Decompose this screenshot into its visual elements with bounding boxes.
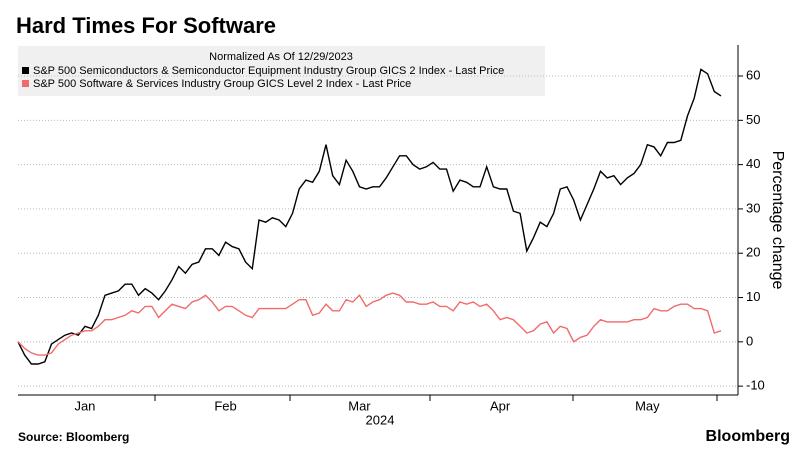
y-tick-label: 10 [746, 289, 760, 304]
y-tick-label: 60 [746, 67, 760, 82]
y-axis-label: Percentage change [769, 151, 786, 290]
x-axis-label: 2024 [366, 412, 395, 427]
y-tick-label: -10 [746, 378, 765, 393]
y-tick-label: 0 [746, 333, 753, 348]
brand: Bloomberg [706, 428, 790, 445]
line-series [17, 292, 722, 356]
y-tick-label: 30 [746, 200, 760, 215]
chart-title: Hard Times For Software [16, 13, 276, 38]
legend-entry: S&P 500 Semiconductors & Semiconductor E… [33, 65, 504, 77]
x-tick-label: Apr [490, 398, 511, 413]
y-tick-label: 20 [746, 245, 760, 260]
x-tick-label: Feb [214, 398, 236, 413]
x-tick-label: May [635, 398, 660, 413]
x-tick-label: Jan [74, 398, 95, 413]
y-tick-label: 50 [746, 112, 760, 127]
legend-box [18, 46, 545, 96]
legend-swatch [22, 67, 29, 74]
legend-entry: S&P 500 Software & Services Industry Gro… [33, 78, 411, 90]
line-series [17, 68, 722, 365]
legend-title: Normalized As Of 12/29/2023 [209, 51, 353, 63]
legend-swatch [22, 80, 29, 87]
y-tick-label: 40 [746, 156, 760, 171]
month-ticks [154, 395, 718, 401]
source: Source: Bloomberg [18, 430, 129, 444]
x-tick-label: Mar [348, 398, 371, 413]
